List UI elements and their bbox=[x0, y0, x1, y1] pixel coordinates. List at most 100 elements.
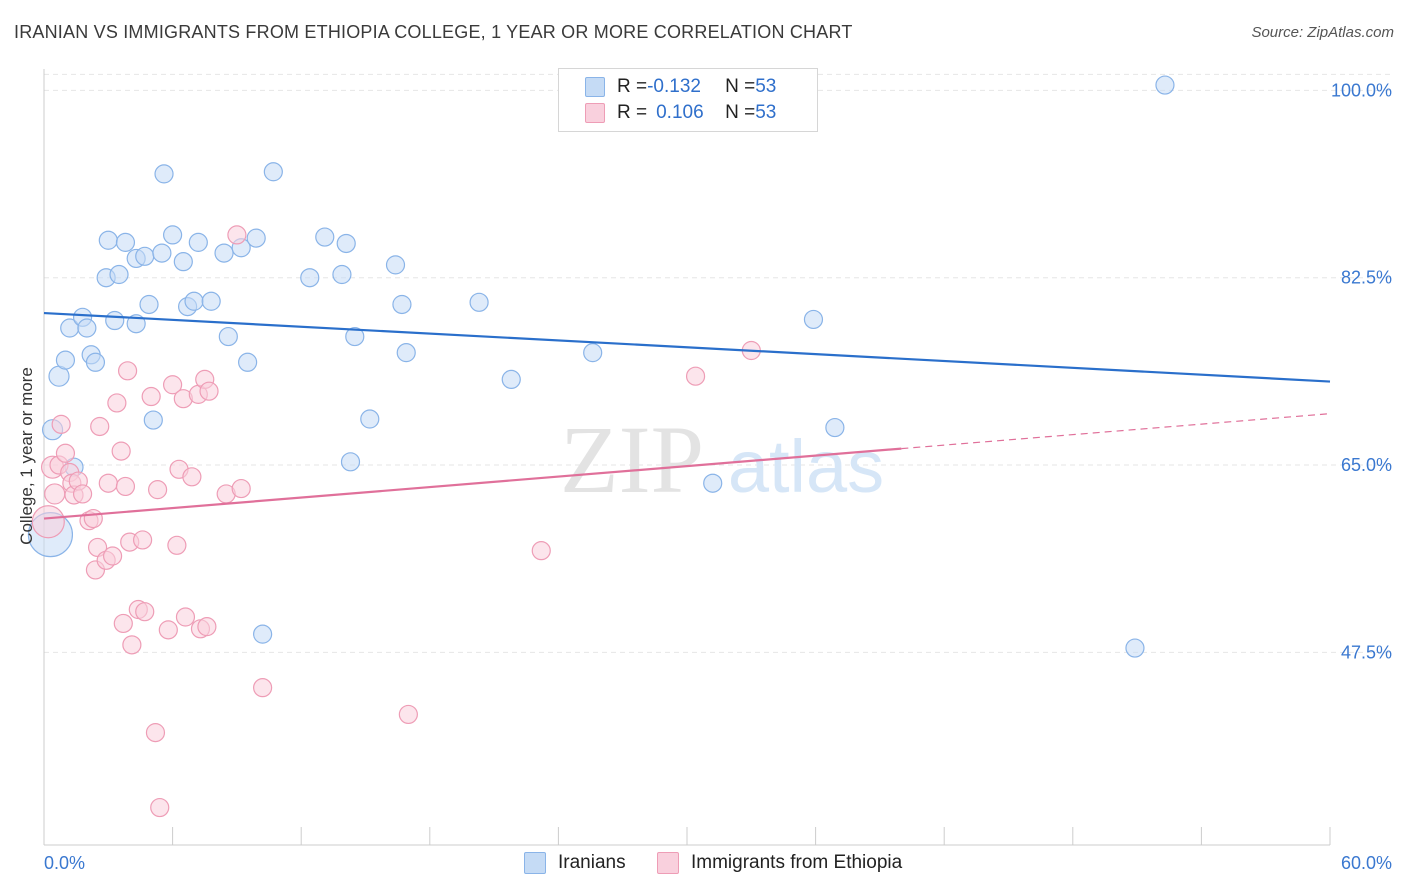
ethiopia-point bbox=[55, 443, 76, 463]
series-legend: Iranians Immigrants from Ethiopia bbox=[0, 852, 1406, 878]
iranians-legend-icon bbox=[524, 852, 546, 874]
ethiopia-point bbox=[72, 484, 93, 504]
legend-row-ethiopia: R = 0.106 N = 53 bbox=[585, 100, 776, 126]
r-value: -0.132 bbox=[647, 76, 701, 97]
iranians-point bbox=[152, 243, 172, 263]
r-label: R = bbox=[617, 76, 648, 97]
ethiopia-point bbox=[145, 723, 166, 743]
iranians-point bbox=[703, 473, 723, 493]
ethiopia-point bbox=[398, 704, 418, 725]
watermark: ZIP atlas bbox=[560, 406, 884, 513]
ethiopia-point bbox=[685, 366, 706, 386]
iranians-point bbox=[253, 624, 273, 644]
n-value: 53 bbox=[755, 102, 777, 123]
y-axis-label: College, 1 year or more bbox=[17, 367, 36, 545]
iranians-point bbox=[315, 227, 335, 247]
iranians-point bbox=[105, 310, 125, 331]
iranians-point bbox=[55, 350, 76, 370]
ethiopia-point bbox=[102, 546, 123, 566]
iranians-point bbox=[109, 264, 129, 285]
y-tick-label: 82.5% bbox=[1341, 268, 1392, 288]
ethiopia-point bbox=[113, 613, 133, 634]
source-label: Source: ZipAtlas.com bbox=[1251, 24, 1394, 41]
ethiopia-point bbox=[197, 617, 217, 637]
legend-label-ethiopia: Immigrants from Ethiopia bbox=[691, 852, 903, 873]
data-points bbox=[27, 75, 1175, 818]
ethiopia-point bbox=[167, 535, 187, 555]
x-tick-label: 0.0% bbox=[44, 853, 85, 873]
iranians-point bbox=[336, 233, 356, 254]
iranians-point bbox=[184, 291, 204, 311]
iranians-point bbox=[469, 292, 489, 312]
iranians-point bbox=[173, 252, 193, 272]
ethiopia-trend-extension bbox=[901, 413, 1331, 450]
legend-item-ethiopia: Immigrants from Ethiopia bbox=[657, 852, 902, 874]
y-tick-label: 65.0% bbox=[1341, 455, 1392, 475]
iranians-point bbox=[345, 326, 365, 347]
ethiopia-point bbox=[199, 381, 219, 401]
ethiopia-point bbox=[135, 602, 155, 622]
iranians-point bbox=[135, 246, 155, 266]
ethiopia-point bbox=[31, 505, 65, 539]
trend-lines bbox=[43, 311, 1331, 520]
iranians-point bbox=[803, 309, 824, 330]
iranians-point bbox=[214, 243, 234, 263]
iranians-point bbox=[263, 162, 283, 182]
ethiopia-point bbox=[122, 635, 142, 655]
ethiopia-point bbox=[158, 620, 178, 640]
iranians-point bbox=[218, 326, 238, 347]
ethiopia-point bbox=[115, 476, 136, 497]
iranians-point bbox=[163, 225, 183, 245]
ethiopia-swatch-icon bbox=[585, 103, 605, 123]
iranians-point bbox=[201, 291, 221, 311]
ethiopia-point bbox=[83, 508, 103, 529]
y-tick-label: 47.5% bbox=[1341, 642, 1392, 662]
n-value: 53 bbox=[755, 76, 777, 97]
ethiopia-point bbox=[44, 483, 66, 505]
ethiopia-point bbox=[51, 414, 71, 434]
legend-label-iranians: Iranians bbox=[558, 852, 626, 873]
chart-title: IRANIAN VS IMMIGRANTS FROM ETHIOPIA COLL… bbox=[14, 22, 853, 42]
iranians-point bbox=[332, 264, 352, 285]
ethiopia-point bbox=[90, 416, 110, 437]
n-label: N = bbox=[725, 76, 756, 97]
iranians-point bbox=[238, 352, 258, 372]
iranians-point bbox=[392, 294, 412, 315]
iranians-point bbox=[188, 232, 208, 252]
n-label: N = bbox=[725, 102, 756, 123]
ethiopia-trend-line bbox=[43, 447, 902, 520]
iranians-point bbox=[1155, 75, 1175, 95]
tick-labels: 47.5% 65.0% 82.5% 100.0% 0.0% 60.0% bbox=[44, 80, 1392, 873]
iranians-point bbox=[1125, 638, 1145, 658]
iranians-point bbox=[143, 410, 163, 430]
ethiopia-point bbox=[111, 441, 131, 461]
correlation-legend: R = -0.132 N = 53 R = 0.106 N = 53 bbox=[558, 68, 818, 132]
ethiopia-point bbox=[117, 361, 138, 381]
iranians-point bbox=[340, 452, 361, 472]
iranians-point bbox=[139, 294, 159, 315]
ethiopia-point bbox=[231, 478, 251, 499]
watermark-atlas: atlas bbox=[728, 425, 884, 508]
iranians-point bbox=[385, 255, 406, 275]
ethiopia-point bbox=[227, 225, 247, 245]
x-tick-label: 60.0% bbox=[1341, 853, 1392, 873]
iranians-point bbox=[300, 268, 320, 288]
r-label: R = bbox=[617, 102, 648, 123]
legend-row-iranians: R = -0.132 N = 53 bbox=[585, 74, 776, 100]
ethiopia-point bbox=[107, 393, 127, 413]
iranians-point bbox=[360, 409, 380, 429]
iranians-point bbox=[77, 318, 97, 338]
iranians-point bbox=[501, 369, 521, 389]
ethiopia-point bbox=[150, 797, 170, 818]
iranians-point bbox=[583, 343, 603, 363]
axes bbox=[43, 69, 1331, 846]
ethiopia-point bbox=[182, 467, 202, 487]
iranians-point bbox=[246, 228, 266, 248]
ethiopia-point bbox=[98, 473, 118, 493]
iranians-point bbox=[154, 164, 174, 184]
iranians-point bbox=[396, 343, 416, 363]
r-value: 0.106 bbox=[656, 102, 704, 123]
legend-item-iranians: Iranians bbox=[524, 852, 626, 874]
ethiopia-point bbox=[175, 607, 196, 627]
